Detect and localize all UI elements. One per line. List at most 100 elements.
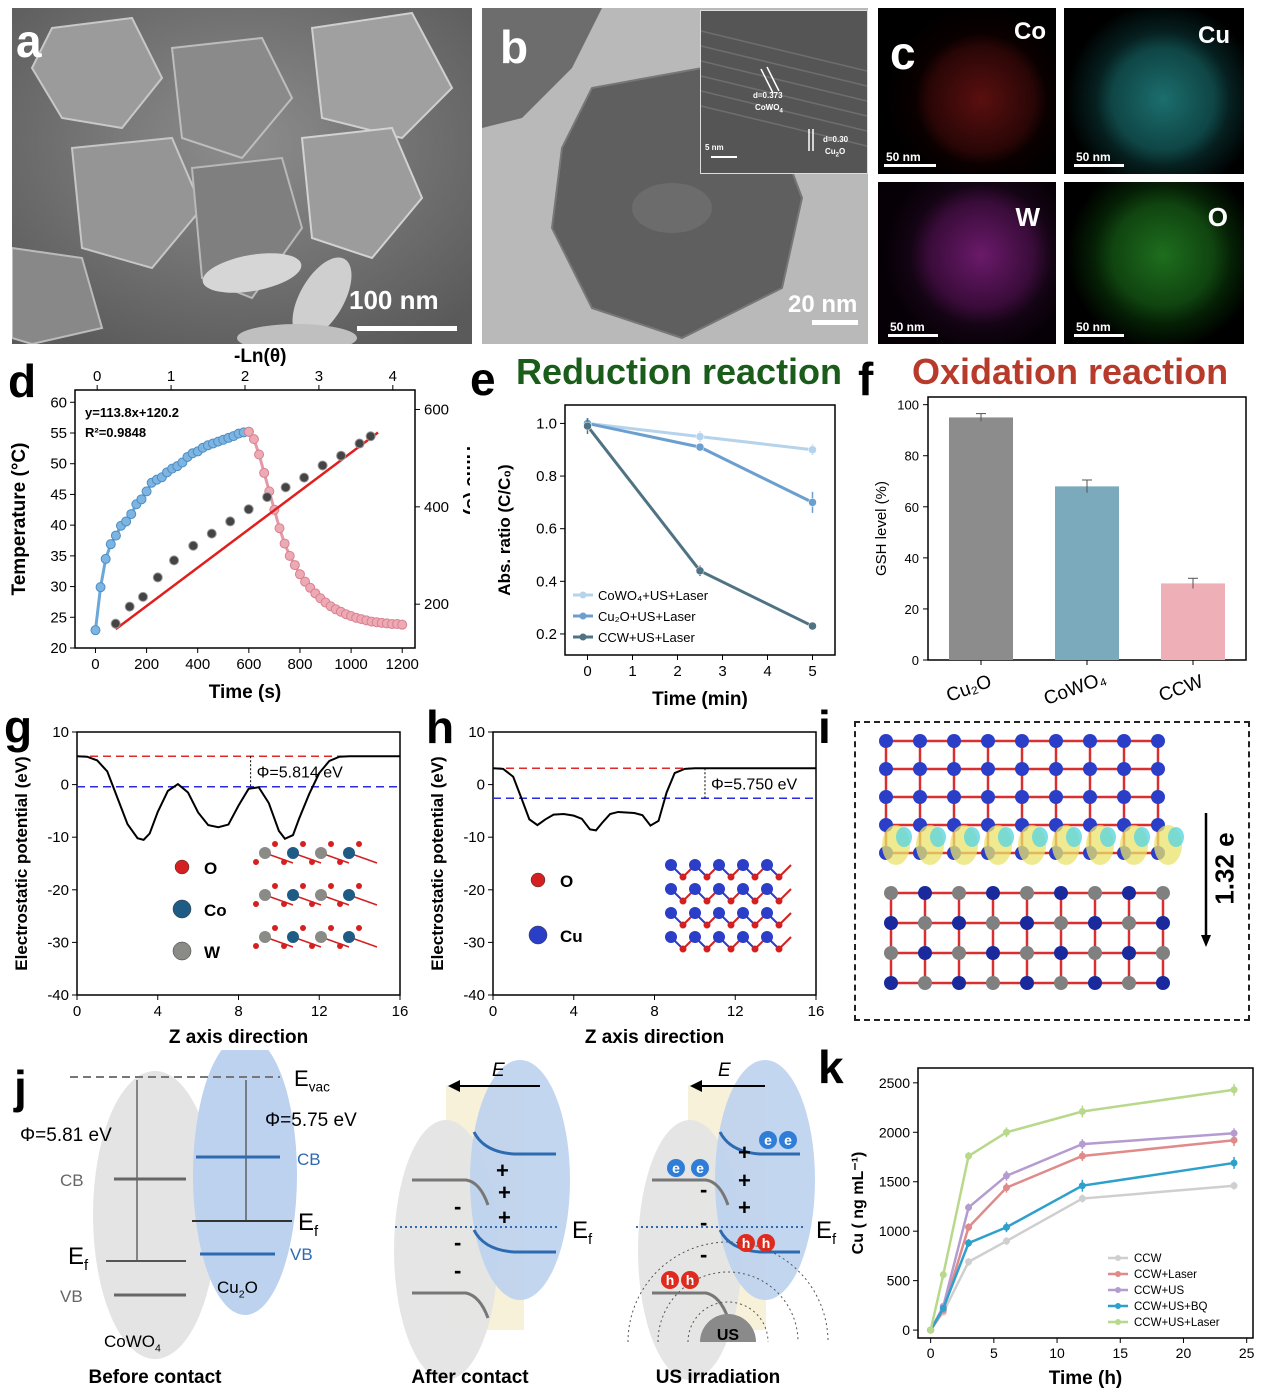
eds-scale-bar bbox=[1074, 334, 1124, 337]
y-tick-label: 50 bbox=[50, 456, 67, 473]
atom bbox=[287, 931, 299, 943]
ln-point bbox=[262, 492, 273, 503]
y-tick-label: 0.2 bbox=[536, 626, 557, 643]
atom bbox=[315, 847, 327, 859]
atom bbox=[761, 907, 773, 919]
eds-scale-bar bbox=[1074, 164, 1124, 167]
atom-cu bbox=[1083, 762, 1097, 776]
electron bbox=[759, 1131, 777, 1149]
phi-left: Φ=5.81 eV bbox=[20, 1125, 112, 1146]
atom bbox=[259, 847, 271, 859]
positive-charge: + bbox=[738, 1195, 751, 1220]
atom-cu bbox=[879, 762, 893, 776]
legend-marker bbox=[1115, 1255, 1121, 1261]
data-point bbox=[927, 1326, 935, 1334]
series-line bbox=[929, 1088, 1235, 1331]
data-point bbox=[965, 1239, 973, 1247]
y-tick-label: 500 bbox=[887, 1273, 911, 1289]
atom bbox=[884, 886, 898, 900]
charge-depletion bbox=[1066, 827, 1082, 847]
data-point bbox=[1002, 1223, 1010, 1231]
x-tick-label: 4 bbox=[154, 1003, 162, 1020]
atom bbox=[689, 859, 701, 871]
legend-marker bbox=[1115, 1287, 1121, 1293]
atom bbox=[343, 889, 355, 901]
phase-formula-sub: 2 bbox=[835, 152, 840, 159]
atom-o bbox=[751, 897, 759, 905]
positive-charge: + bbox=[738, 1168, 751, 1193]
ln-point bbox=[110, 618, 121, 629]
eds-scale-bar bbox=[888, 334, 938, 337]
ln-point bbox=[243, 504, 254, 515]
x2-tick-label: 3 bbox=[315, 368, 323, 385]
heating-point bbox=[95, 582, 106, 593]
x-tick-label: 8 bbox=[650, 1003, 658, 1020]
y-tick-label: 2500 bbox=[879, 1075, 910, 1091]
x-tick-label: 8 bbox=[234, 1003, 242, 1020]
fit-equation: y=113.8x+120.2 bbox=[85, 405, 179, 420]
x-tick-label: 0 bbox=[489, 1003, 497, 1020]
data-point bbox=[1078, 1152, 1086, 1160]
band-diagram: Evac Φ=5.81 eV Φ=5.75 eV CB VB CB VB Ef Ef CoWO4 C… bbox=[20, 1050, 837, 1388]
y-tick-label: -10 bbox=[47, 829, 69, 846]
atom bbox=[918, 916, 932, 930]
atom-o bbox=[281, 901, 287, 907]
y-tick-label: 10 bbox=[468, 724, 485, 741]
work-function-label: Φ=5.814 eV bbox=[257, 764, 343, 781]
atom bbox=[918, 976, 932, 990]
y-tick-label: 45 bbox=[50, 486, 67, 503]
atom bbox=[1122, 886, 1136, 900]
data-point bbox=[808, 498, 817, 507]
atom bbox=[761, 931, 773, 943]
atom-o bbox=[679, 945, 687, 953]
cb-bent-cu2o bbox=[718, 1131, 800, 1156]
y-tick-label: 10 bbox=[52, 724, 69, 741]
d-spacing-2: d=0.30 bbox=[823, 135, 849, 144]
atom bbox=[1054, 946, 1068, 960]
chart-cu-release: 0 5 10 15 20 25 0 500 1000 1500 2000 2500 Time (h) Cu… bbox=[850, 1067, 1255, 1389]
phase-formula-sub: 4 bbox=[779, 108, 783, 115]
data-point bbox=[1230, 1159, 1238, 1167]
atom-cu bbox=[913, 762, 927, 776]
fit-r2: R²=0.9848 bbox=[85, 425, 147, 440]
band-label: Ef bbox=[572, 1217, 593, 1248]
y-tick-label: 60 bbox=[50, 394, 67, 411]
cu2o-region bbox=[193, 1050, 297, 1315]
x-tick-label: 12 bbox=[311, 1003, 328, 1020]
data-point bbox=[1002, 1184, 1010, 1192]
y-tick-label: 40 bbox=[50, 517, 67, 534]
panel-label-j: j bbox=[14, 1061, 27, 1113]
atom bbox=[665, 883, 677, 895]
atom bbox=[315, 889, 327, 901]
title-reduction: Reduction reaction bbox=[516, 351, 843, 392]
charge-depletion bbox=[1100, 827, 1116, 847]
atom-cu bbox=[1117, 790, 1131, 804]
charge-depletion bbox=[930, 827, 946, 847]
top-axis-label-d: -Ln(θ) bbox=[234, 346, 287, 367]
data-point bbox=[1230, 1182, 1238, 1190]
tem-particle bbox=[482, 8, 868, 344]
data-point bbox=[1078, 1108, 1086, 1116]
x-tick-label: 12 bbox=[727, 1003, 744, 1020]
vb-bent-cu2o bbox=[718, 1229, 800, 1254]
y-tick-label: 0 bbox=[902, 1322, 910, 1338]
y-tick-label: 1500 bbox=[879, 1174, 910, 1190]
cooling-point bbox=[259, 467, 270, 478]
vb-bent-cowo4 bbox=[652, 1291, 730, 1319]
cooling-curve bbox=[247, 430, 403, 627]
eds-element-label: O bbox=[1207, 202, 1228, 232]
legend-label: Cu₂O+US+Laser bbox=[598, 609, 696, 624]
ln-point bbox=[124, 601, 135, 612]
charge-transfer-label: 1.32 e bbox=[1209, 832, 1240, 905]
atom-o bbox=[300, 883, 306, 889]
atom bbox=[952, 946, 966, 960]
atom bbox=[343, 931, 355, 943]
vb-label-left: VB bbox=[60, 1287, 83, 1306]
y-tick-label: 0.8 bbox=[536, 468, 557, 485]
data-point bbox=[965, 1258, 973, 1266]
negative-charge: - bbox=[700, 1242, 707, 1267]
atom bbox=[665, 859, 677, 871]
atom bbox=[1054, 976, 1068, 990]
atom-o bbox=[703, 873, 711, 881]
vb-bent-cowo4 bbox=[412, 1291, 490, 1319]
